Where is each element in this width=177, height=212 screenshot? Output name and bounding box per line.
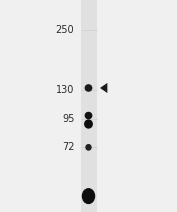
Ellipse shape [85, 144, 92, 151]
Text: 95: 95 [62, 114, 74, 124]
Polygon shape [100, 83, 107, 93]
Text: 130: 130 [56, 85, 74, 95]
Bar [81, 0, 97, 212]
Ellipse shape [82, 188, 95, 204]
Text: 72: 72 [62, 142, 74, 152]
Ellipse shape [84, 119, 93, 129]
Text: 250: 250 [56, 25, 74, 35]
Ellipse shape [85, 84, 92, 92]
Ellipse shape [85, 112, 92, 119]
